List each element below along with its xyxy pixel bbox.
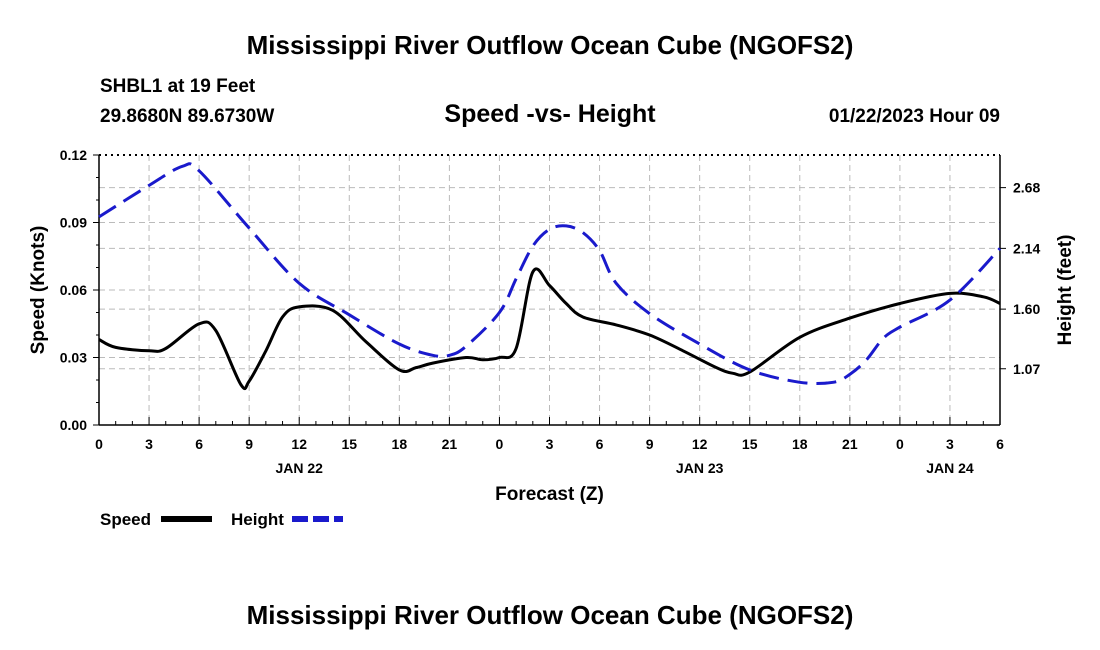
x-tick-label: 0 <box>496 436 504 452</box>
y2-tick-label: 2.68 <box>1013 180 1040 196</box>
chart-subtitle: Speed -vs- Height <box>444 100 656 128</box>
station-label: SHBL1 at 19 Feet <box>100 76 256 97</box>
x-tick-label: 0 <box>95 436 103 452</box>
x-tick-label: 6 <box>596 436 604 452</box>
x-tick-label: 15 <box>742 436 758 452</box>
y-tick-label: 0.00 <box>60 417 87 433</box>
x-date-label: JAN 22 <box>275 460 323 476</box>
x-tick-label: 12 <box>692 436 708 452</box>
x-tick-label: 6 <box>195 436 203 452</box>
x-tick-label: 18 <box>392 436 408 452</box>
x-date-label: JAN 23 <box>676 460 724 476</box>
y-tick-label: 0.09 <box>60 215 87 231</box>
legend-label-height: Height <box>231 510 284 529</box>
y-tick-label: 0.12 <box>60 147 87 163</box>
y2-tick-label: 2.14 <box>1013 240 1040 256</box>
x-tick-label: 3 <box>946 436 954 452</box>
page-title-repeat: Mississippi River Outflow Ocean Cube (NG… <box>246 600 854 630</box>
y2-axis-title: Height (feet) <box>1055 235 1076 346</box>
x-tick-label: 3 <box>145 436 153 452</box>
y2-tick-label: 1.60 <box>1013 301 1040 317</box>
y-tick-label: 0.03 <box>60 350 87 366</box>
y2-tick-label: 1.07 <box>1013 361 1040 377</box>
y-tick-label: 0.06 <box>60 282 87 298</box>
x-tick-label: 6 <box>996 436 1004 452</box>
x-tick-label: 9 <box>245 436 253 452</box>
y-axis-title: Speed (Knots) <box>28 226 49 355</box>
x-axis-title: Forecast (Z) <box>495 484 604 505</box>
legend-label-speed: Speed <box>100 510 151 529</box>
x-tick-label: 21 <box>442 436 458 452</box>
x-tick-label: 0 <box>896 436 904 452</box>
x-tick-label: 3 <box>546 436 554 452</box>
x-tick-label: 15 <box>341 436 357 452</box>
series-line-speed <box>98 267 1001 391</box>
x-tick-label: 18 <box>792 436 808 452</box>
forecast-datetime: 01/22/2023 Hour 09 <box>828 106 1000 127</box>
page-title: Mississippi River Outflow Ocean Cube (NG… <box>246 30 854 60</box>
series-line-height <box>98 162 1002 386</box>
station-coordinates: 29.8680N 89.6730W <box>100 106 275 127</box>
x-tick-label: 21 <box>842 436 858 452</box>
speed-height-chart: 0 3 6 9 12 15 18 21 0 3 6 9 12 15 18 21 0 3 6 JAN 22 JAN 23 J… <box>28 147 1076 529</box>
x-date-label: JAN 24 <box>926 460 974 476</box>
x-tick-label: 12 <box>291 436 307 452</box>
x-tick-label: 9 <box>646 436 654 452</box>
